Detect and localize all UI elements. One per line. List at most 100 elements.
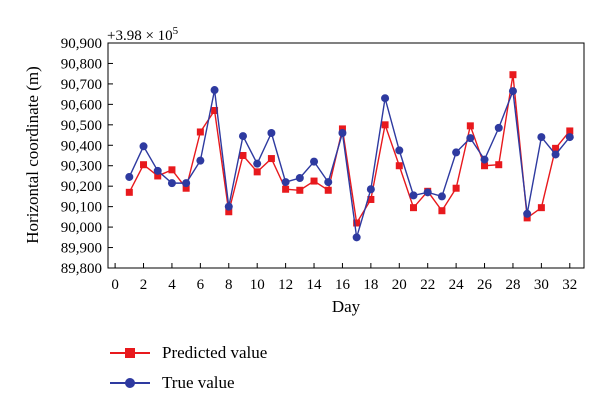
y-tick-label: 90,500 — [61, 118, 102, 134]
x-tick-label: 10 — [250, 277, 265, 293]
data-point-true — [210, 86, 219, 95]
legend-item-predicted: Predicted value — [110, 338, 267, 368]
data-point-true — [452, 148, 461, 157]
data-point-true — [139, 142, 148, 151]
data-point-predicted — [154, 172, 162, 180]
x-tick-label: 2 — [140, 277, 148, 293]
data-point-true — [437, 192, 446, 201]
data-point-predicted — [466, 122, 474, 130]
data-point-true — [295, 174, 304, 182]
data-point-true — [196, 156, 205, 165]
series-line-true — [128, 89, 571, 238]
data-point-predicted — [253, 168, 261, 176]
y-tick-label: 90,100 — [61, 200, 102, 216]
data-point-true — [338, 129, 347, 137]
data-point-true — [523, 209, 532, 218]
data-point-predicted — [239, 152, 247, 159]
data-point-predicted — [353, 219, 361, 227]
data-point-true — [466, 134, 475, 143]
data-point-predicted — [537, 204, 545, 212]
x-tick-label: 18 — [363, 277, 378, 293]
data-point-true — [238, 132, 247, 141]
data-point-predicted — [409, 204, 417, 212]
plot-frame — [107, 42, 585, 269]
x-tick-label: 20 — [392, 277, 407, 293]
data-point-predicted — [196, 128, 204, 136]
y-tick-label: 90,400 — [61, 138, 102, 154]
y-tick-label: 90,300 — [61, 159, 102, 175]
legend-label-true: True value — [162, 373, 235, 392]
data-point-predicted — [125, 188, 133, 196]
x-tick-label: 16 — [335, 277, 351, 293]
chart-axes — [107, 42, 585, 269]
data-point-true — [352, 233, 361, 242]
data-point-predicted — [367, 195, 375, 203]
data-point-true — [551, 150, 560, 159]
data-point-true — [494, 123, 503, 132]
data-point-true — [366, 185, 375, 194]
data-point-predicted — [168, 166, 176, 174]
data-point-true — [281, 178, 290, 187]
data-point-true — [224, 202, 233, 211]
chart-series — [125, 71, 574, 242]
y-tick-label: 89,900 — [61, 241, 102, 257]
data-point-predicted — [381, 121, 389, 129]
data-point-true — [537, 133, 546, 142]
data-point-true — [153, 166, 162, 175]
data-point-true — [395, 146, 404, 155]
y-tick-label: 90,800 — [61, 56, 102, 72]
x-tick-label: 24 — [449, 277, 465, 293]
y-tick-label: 90,900 — [61, 36, 102, 52]
data-point-predicted — [310, 177, 318, 185]
data-point-predicted — [509, 71, 517, 79]
data-point-true — [508, 87, 517, 96]
x-tick-label: 32 — [562, 277, 577, 293]
x-tick-label: 28 — [505, 277, 520, 293]
data-point-predicted — [182, 184, 190, 192]
x-tick-label: 0 — [111, 277, 119, 293]
y-tick-label: 90,200 — [61, 179, 102, 195]
data-point-predicted — [211, 107, 219, 114]
y-axis-ticks: 89,800 89,900 90,000 90,100 90,200 90,300 90,4… — [61, 36, 113, 277]
x-tick-label: 8 — [225, 277, 233, 293]
legend-swatch-true — [110, 376, 150, 390]
y-tick-label: 90,700 — [61, 77, 102, 93]
data-point-predicted — [395, 162, 403, 170]
data-point-true — [310, 157, 319, 166]
y-axis-title: Horizontal coordinate (m) — [23, 66, 42, 244]
x-axis-ticks: 0 2 4 6 8 10 12 14 16 18 20 22 24 26 28 30 32 — [111, 263, 577, 293]
data-point-true — [182, 179, 191, 188]
data-point-predicted — [438, 207, 446, 215]
data-point-true — [324, 178, 333, 187]
y-tick-label: 90,000 — [61, 220, 102, 236]
data-point-predicted — [481, 162, 489, 170]
x-tick-label: 12 — [278, 277, 293, 293]
data-point-true — [267, 129, 276, 137]
series-line-predicted — [128, 74, 571, 226]
axis-multiplier: +3.98 × 105 — [107, 25, 179, 44]
x-tick-label: 30 — [534, 277, 549, 293]
data-point-predicted — [140, 161, 148, 169]
x-tick-label: 26 — [477, 277, 493, 293]
data-point-predicted — [523, 214, 531, 222]
x-tick-label: 6 — [197, 277, 205, 293]
data-point-predicted — [552, 144, 560, 152]
x-tick-label: 4 — [168, 277, 176, 293]
data-point-true — [409, 191, 418, 200]
x-axis-title: Day — [332, 297, 361, 316]
data-point-predicted — [225, 208, 233, 216]
data-point-predicted — [566, 127, 574, 135]
x-tick-label: 14 — [307, 277, 323, 293]
legend-label-predicted: Predicted value — [162, 343, 268, 362]
data-point-true — [125, 172, 134, 181]
data-point-true — [253, 159, 262, 168]
y-tick-label: 90,600 — [61, 97, 102, 113]
y-tick-label: 89,800 — [61, 261, 102, 277]
chart-legend: Predicted value True value — [110, 338, 267, 398]
data-point-predicted — [338, 125, 346, 133]
data-point-true — [480, 155, 489, 164]
x-tick-label: 22 — [420, 277, 435, 293]
legend-item-true: True value — [110, 368, 267, 398]
data-point-true — [167, 179, 176, 188]
